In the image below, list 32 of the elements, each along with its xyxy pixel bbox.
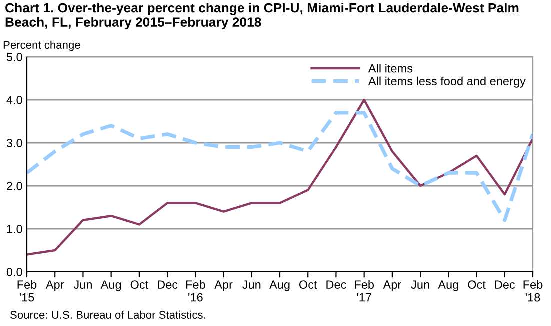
x-tick-label: Dec: [495, 280, 516, 290]
y-tick-label: 2.0: [7, 182, 22, 190]
x-tick-label: Apr: [46, 280, 64, 292]
line-series: [27, 111, 533, 222]
y-tick-label: 4.0: [6, 96, 22, 104]
y-axis-title: Percent change: [4, 40, 80, 52]
x-tick-label: Jun: [411, 280, 430, 290]
x-tick-label: Feb '17: [355, 280, 374, 302]
x-tick-label: Apr: [214, 280, 233, 292]
x-tick-label: Feb '18: [524, 280, 543, 302]
y-tick-label: 1.0: [7, 225, 22, 234]
x-tick-label: Aug: [438, 280, 458, 292]
y-tick-label: 3.0: [6, 139, 22, 148]
x-tick-label: Feb '16: [186, 280, 206, 302]
x-tick-label: Oct: [299, 280, 318, 290]
y-tick-label: 0.0: [6, 268, 22, 276]
x-tick-label: Jun: [74, 280, 92, 290]
x-tick-label: Oct: [468, 280, 486, 290]
x-tick-label: Dec: [326, 280, 346, 290]
source-note: Source: U.S. Bureau of Labor Statistics.: [10, 310, 206, 319]
x-tick-label: Feb '15: [18, 280, 37, 302]
x-tick-label: Apr: [383, 280, 402, 292]
x-tick-label: Aug: [100, 280, 122, 292]
x-tick-label: Dec: [158, 280, 178, 290]
y-tick-label: 5.0: [6, 53, 22, 62]
chart-title: Chart 1. Over-the-year percent change in CPI-U, Miami-Fort Lauderdale-West Palm Beach, FL, February 2015–February 2018: [6, 3, 519, 30]
legend-label: All items less food and energy: [368, 76, 526, 88]
x-tick-label: Oct: [130, 280, 149, 290]
x-tick-label: Aug: [270, 280, 290, 292]
x-tick-label: Jun: [242, 280, 261, 290]
line-series: [27, 98, 533, 256]
legend-label: All items: [368, 64, 413, 73]
